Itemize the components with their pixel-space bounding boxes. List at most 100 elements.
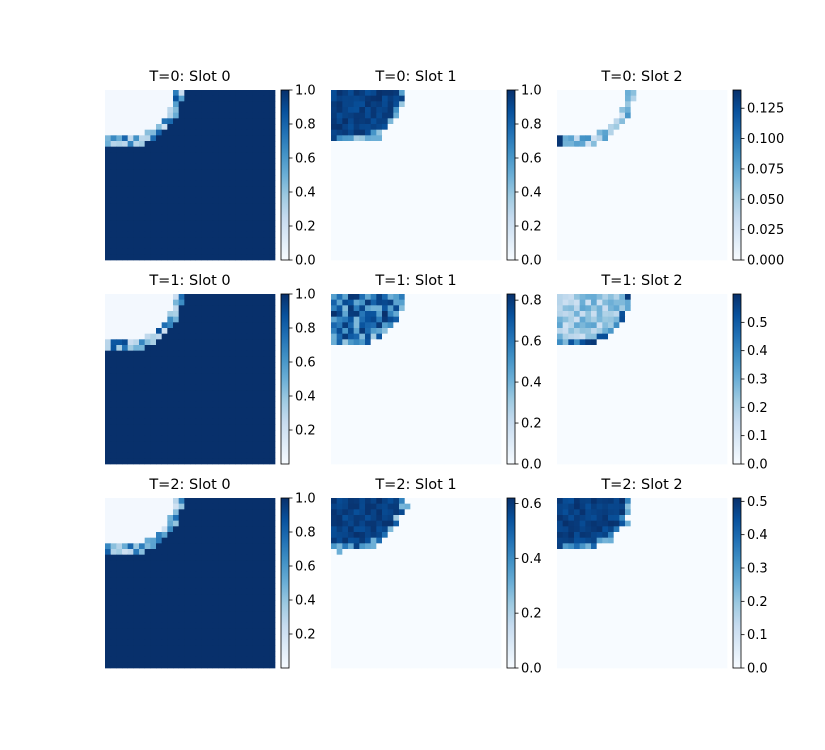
heatmap-cell <box>416 231 423 238</box>
heatmap-cell <box>116 345 123 352</box>
heatmap-cell <box>161 362 168 369</box>
heatmap-cell <box>410 367 417 374</box>
heatmap-cell <box>710 299 717 306</box>
heatmap-cell <box>630 180 637 187</box>
heatmap-cell <box>653 90 660 97</box>
heatmap-cell <box>235 203 242 210</box>
heatmap-cell <box>670 192 677 199</box>
heatmap-cell <box>596 158 603 165</box>
heatmap-cell <box>258 180 265 187</box>
heatmap-cell <box>427 214 434 221</box>
heatmap-cell <box>693 231 700 238</box>
heatmap-cell <box>269 237 276 244</box>
heatmap-cell <box>562 107 569 114</box>
heatmap-cell <box>681 101 688 108</box>
heatmap-cell <box>410 141 417 148</box>
heatmap-cell <box>235 328 242 335</box>
heatmap-cell <box>608 248 615 255</box>
heatmap-cell <box>602 186 609 193</box>
heatmap-cell <box>342 135 349 142</box>
heatmap-cell <box>382 203 389 210</box>
heatmap-cell <box>450 203 457 210</box>
heatmap-cell <box>139 350 146 357</box>
heatmap-cell <box>721 180 728 187</box>
heatmap-cell <box>387 435 394 442</box>
heatmap-cell <box>331 430 338 437</box>
heatmap-cell <box>370 350 377 357</box>
heatmap-cell <box>647 299 654 306</box>
heatmap-cell <box>636 226 643 233</box>
heatmap-cell <box>173 452 180 459</box>
heatmap-cell <box>596 124 603 131</box>
heatmap-cell <box>557 152 564 159</box>
heatmap-cell <box>625 203 632 210</box>
heatmap-cell <box>557 209 564 216</box>
heatmap-cell <box>184 226 191 233</box>
heatmap-cell <box>348 384 355 391</box>
heatmap-cell <box>331 129 338 136</box>
heatmap-cell <box>167 243 174 250</box>
heatmap-cell <box>721 209 728 216</box>
heatmap-cell <box>579 192 586 199</box>
heatmap-cell <box>241 294 248 301</box>
heatmap-cell <box>427 101 434 108</box>
heatmap-cell <box>336 214 343 221</box>
heatmap-cell <box>105 452 112 459</box>
heatmap-cell <box>195 316 202 323</box>
heatmap-cell <box>461 396 468 403</box>
heatmap-cell <box>619 203 626 210</box>
heatmap-cell <box>258 237 265 244</box>
heatmap-cell <box>636 95 643 102</box>
heatmap-cell <box>252 243 259 250</box>
heatmap-cell <box>484 214 491 221</box>
heatmap-cell <box>421 124 428 131</box>
heatmap-cell <box>246 418 253 425</box>
heatmap-cell <box>263 175 270 182</box>
heatmap-cell <box>382 430 389 437</box>
heatmap-cell <box>472 452 479 459</box>
heatmap-cell <box>404 163 411 170</box>
colorbar-tick-label: 0.6 <box>295 152 316 167</box>
heatmap-cell <box>613 124 620 131</box>
heatmap-cell <box>710 203 717 210</box>
heatmap-cell <box>229 237 236 244</box>
heatmap-cell <box>681 294 688 301</box>
heatmap-cell <box>562 333 569 340</box>
heatmap-cell <box>161 112 168 119</box>
heatmap-cell <box>139 322 146 329</box>
heatmap-cell <box>467 418 474 425</box>
heatmap-cell <box>710 186 717 193</box>
heatmap-cell <box>427 107 434 114</box>
heatmap-cell <box>252 311 259 318</box>
heatmap-cell <box>116 322 123 329</box>
heatmap-cell <box>370 124 377 131</box>
heatmap-cell <box>348 430 355 437</box>
heatmap-cell <box>133 192 140 199</box>
heatmap-cell <box>393 158 400 165</box>
heatmap-cell <box>353 447 360 454</box>
heatmap-cell <box>150 101 157 108</box>
heatmap-cell <box>212 214 219 221</box>
heatmap-cell <box>630 243 637 250</box>
heatmap-cell <box>382 118 389 125</box>
heatmap-cell <box>190 407 197 414</box>
heatmap-cell <box>393 203 400 210</box>
heatmap-cell <box>229 135 236 142</box>
heatmap-cell <box>444 135 451 142</box>
heatmap-cell <box>472 322 479 329</box>
heatmap-cell <box>167 107 174 114</box>
heatmap-cell <box>241 254 248 261</box>
heatmap-cell <box>195 401 202 408</box>
heatmap-cell <box>105 124 112 131</box>
heatmap-cell <box>557 294 564 301</box>
heatmap-cell <box>693 226 700 233</box>
heatmap-cell <box>602 95 609 102</box>
heatmap-cell <box>218 220 225 227</box>
heatmap-cell <box>670 146 677 153</box>
heatmap-cell <box>630 299 637 306</box>
heatmap-cell <box>161 356 168 363</box>
heatmap-cell <box>433 197 440 204</box>
heatmap-cell <box>608 135 615 142</box>
heatmap-cell <box>698 362 705 369</box>
heatmap-cell <box>139 169 146 176</box>
